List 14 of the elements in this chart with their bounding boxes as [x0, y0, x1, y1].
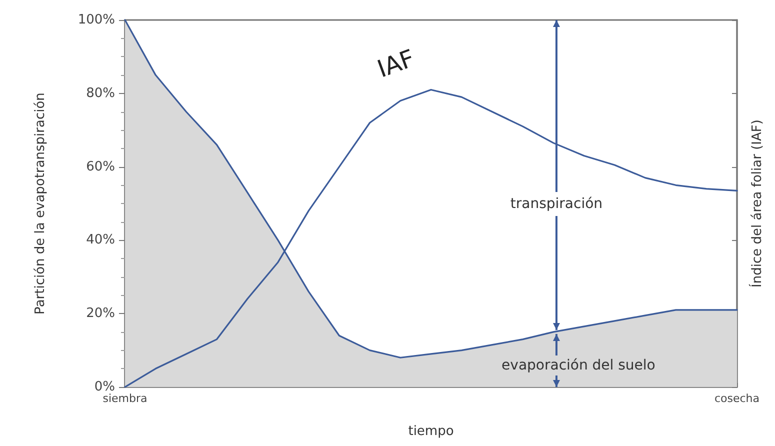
y-axis-title: Partición de la evapotranspiración — [33, 92, 48, 314]
y-tick-label: 80% — [86, 86, 115, 101]
x-tick-label: siembra — [102, 392, 148, 405]
annotation: evaporación del suelo — [502, 357, 656, 374]
y2-axis-title: Índice del área foliar (IAF) — [748, 120, 765, 288]
y-tick-label: 0% — [94, 380, 115, 394]
x-tick-label: cosecha — [714, 392, 760, 405]
x-axis-title: tiempo — [408, 424, 454, 439]
y-tick-label: 100% — [78, 12, 115, 28]
y-tick-label: 20% — [86, 306, 115, 322]
text: IAF — [374, 44, 418, 84]
annotation: transpiración — [510, 196, 603, 212]
y-tick-label: 40% — [86, 232, 115, 248]
y-tick-label: 60% — [86, 159, 115, 174]
